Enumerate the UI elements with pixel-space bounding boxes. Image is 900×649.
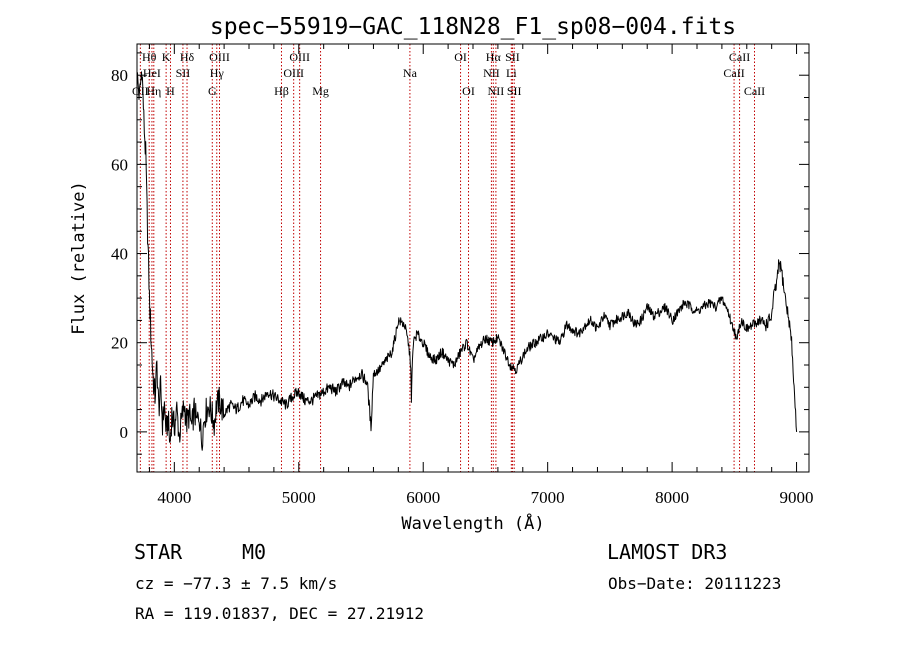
survey-name: LAMOST DR3 <box>607 540 728 564</box>
x-tick-label: 8000 <box>655 488 689 507</box>
x-tick-label: 9000 <box>780 488 814 507</box>
observation-date: Obs−Date: 20111223 <box>608 574 782 593</box>
line-marker-label: Na <box>403 66 418 80</box>
x-tick-label: 6000 <box>406 488 440 507</box>
line-marker-label: Hβ <box>274 84 289 98</box>
line-marker-label: OIII <box>209 50 230 64</box>
line-marker-label: CaII <box>723 66 744 80</box>
x-axis-label: Wavelength (Å) <box>401 512 544 534</box>
line-marker-label: HeI <box>143 66 161 80</box>
y-tick-label: 20 <box>111 334 128 353</box>
line-marker-label: Hδ <box>180 50 195 64</box>
line-marker-label: OII <box>132 84 149 98</box>
line-marker-label: NII <box>488 84 505 98</box>
line-marker-label: SII <box>505 50 520 64</box>
line-marker-label: OIII <box>283 66 304 80</box>
chart-title: spec−55919−GAC_118N28_F1_sp08−004.fits <box>210 14 736 40</box>
line-marker-label: OI <box>462 84 475 98</box>
y-tick-label: 0 <box>120 423 129 442</box>
line-marker-label: Hα <box>486 50 502 64</box>
y-axis-label: Flux (relative) <box>69 181 89 335</box>
x-tick-label: 5000 <box>282 488 316 507</box>
y-tick-label: 40 <box>111 245 128 264</box>
line-marker-label: CaII <box>744 84 765 98</box>
line-marker-label: Hγ <box>210 66 225 80</box>
coordinates: RA = 119.01837, DEC = 27.21912 <box>135 604 424 623</box>
spectral-subclass: M0 <box>242 540 267 564</box>
line-marker-label: SII <box>507 84 522 98</box>
x-tick-label: 7000 <box>531 488 565 507</box>
line-marker-label: Li <box>506 66 517 80</box>
spectral-class: STAR <box>134 540 183 564</box>
line-marker-label: CaII <box>729 50 750 64</box>
line-marker-label: NII <box>483 66 500 80</box>
y-tick-label: 80 <box>111 66 128 85</box>
line-marker-label: OI <box>454 50 467 64</box>
flux-line <box>136 71 798 451</box>
y-tick-label: 60 <box>111 155 128 174</box>
line-marker-label: SII <box>176 66 191 80</box>
line-marker-label: Mg <box>312 84 329 98</box>
line-marker-label: G <box>208 84 217 98</box>
line-marker-label: Hθ <box>142 50 157 64</box>
line-marker-label: OIII <box>289 50 310 64</box>
spectrum-series <box>136 71 798 451</box>
line-marker-label: H <box>166 84 175 98</box>
line-markers <box>139 44 755 472</box>
x-tick-label: 4000 <box>157 488 191 507</box>
line-marker-label: K <box>162 50 171 64</box>
line-marker-label: Hη <box>146 84 161 98</box>
axes: 4000 5000 6000 7000 8000 9000 0 20 40 60 80 <box>111 44 814 507</box>
redshift-velocity: cz = −77.3 ± 7.5 km/s <box>135 574 338 593</box>
